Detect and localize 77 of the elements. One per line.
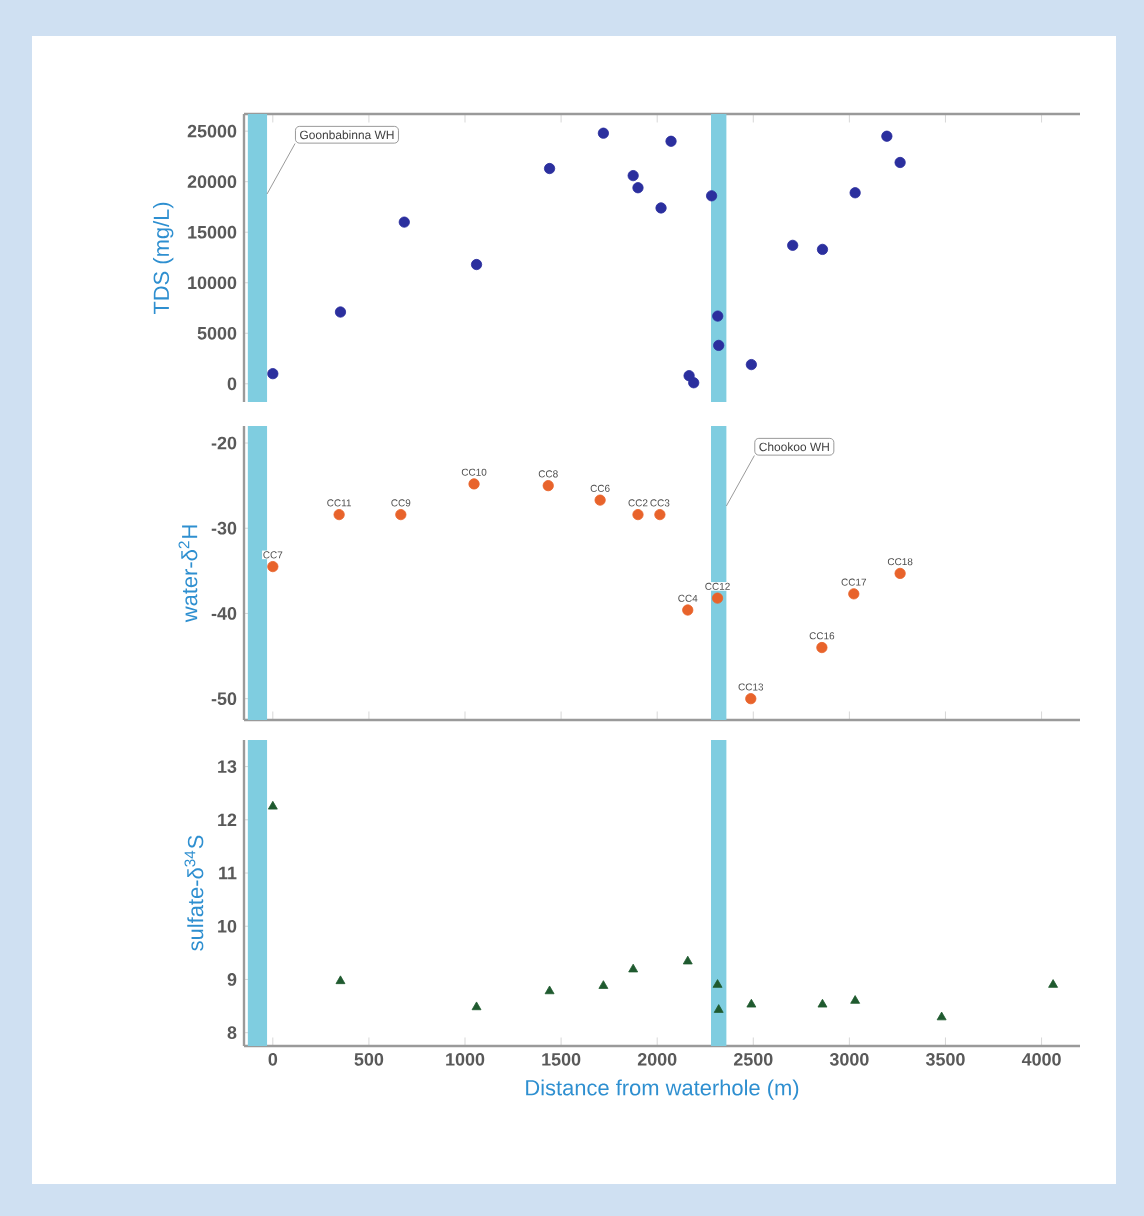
point xyxy=(881,130,893,142)
y-tick-label: -50 xyxy=(211,692,237,706)
point xyxy=(471,1001,482,1011)
point xyxy=(267,368,279,380)
y-tick-label: 9 xyxy=(227,973,237,986)
point xyxy=(849,187,861,199)
x-tick-label: 1000 xyxy=(446,1053,485,1066)
point xyxy=(267,800,278,810)
point xyxy=(712,310,724,322)
x-tick-label: 500 xyxy=(354,1053,384,1066)
point xyxy=(816,243,829,255)
point xyxy=(544,985,555,995)
point xyxy=(470,258,483,271)
point xyxy=(632,182,644,194)
point xyxy=(597,127,609,139)
point xyxy=(745,693,757,705)
x-tick-label: 1500 xyxy=(542,1053,581,1066)
point xyxy=(632,509,644,521)
point xyxy=(1048,979,1058,988)
x-tick-label: 0 xyxy=(268,1053,278,1066)
point xyxy=(598,980,609,989)
y-tick-label: -40 xyxy=(211,607,237,620)
y-tick-label: -30 xyxy=(211,521,237,535)
x-tick-label: 3000 xyxy=(829,1053,869,1066)
point xyxy=(894,567,906,579)
point xyxy=(468,478,480,490)
point xyxy=(746,998,757,1008)
y-tick-label: 13 xyxy=(218,760,237,773)
x-tick-label: 2000 xyxy=(637,1053,677,1066)
y-axis-title: water-δ$^{2}$H xyxy=(178,525,198,623)
x-tick-label: 3500 xyxy=(925,1053,965,1066)
point xyxy=(713,339,725,351)
point xyxy=(665,135,677,147)
point xyxy=(334,306,347,318)
point xyxy=(706,190,718,202)
point xyxy=(627,170,639,182)
point xyxy=(398,216,410,228)
x-tick-label: 4000 xyxy=(1021,1053,1061,1066)
x-axis-title: Distance from waterhole (m) xyxy=(526,1079,799,1100)
point xyxy=(817,998,828,1008)
y-tick-label: 15000 xyxy=(188,225,237,239)
point xyxy=(267,561,279,573)
point xyxy=(335,975,346,985)
y-tick-label: 20000 xyxy=(187,175,237,189)
point xyxy=(816,641,828,654)
y-tick-label: 10000 xyxy=(188,276,237,290)
point xyxy=(745,359,757,371)
point xyxy=(395,509,407,521)
y-tick-label: -20 xyxy=(211,436,237,450)
y-axis-title: sulfate-δ$^{34}$S xyxy=(184,835,204,951)
point xyxy=(628,963,639,973)
point xyxy=(711,592,724,604)
y-tick-label: 11 xyxy=(219,866,237,880)
point xyxy=(654,509,666,521)
point xyxy=(655,202,667,214)
point xyxy=(894,156,906,169)
y-tick-label: 10 xyxy=(218,919,237,933)
y-tick-label: 25000 xyxy=(187,124,237,138)
point xyxy=(713,1004,724,1013)
point xyxy=(682,604,694,616)
point xyxy=(712,979,723,988)
point xyxy=(542,480,554,492)
point xyxy=(848,588,860,600)
x-tick-label: 2500 xyxy=(733,1053,773,1066)
point xyxy=(543,162,556,175)
point xyxy=(682,955,693,965)
point xyxy=(594,494,606,506)
y-tick-label: 5000 xyxy=(197,326,237,340)
y-tick-label: 12 xyxy=(218,813,237,827)
point xyxy=(850,995,861,1004)
point xyxy=(688,377,700,389)
y-axis-title: TDS (mg/L) xyxy=(152,202,174,315)
y-tick-label: 0 xyxy=(227,377,237,391)
y-tick-label: 8 xyxy=(227,1026,237,1040)
point xyxy=(936,1011,947,1021)
point xyxy=(787,239,799,251)
point xyxy=(333,509,345,521)
